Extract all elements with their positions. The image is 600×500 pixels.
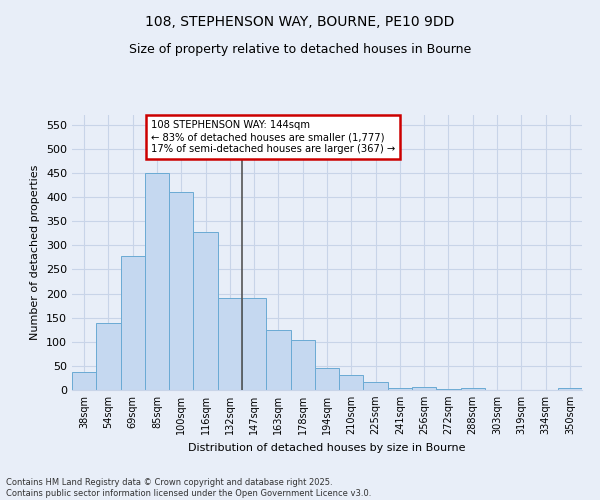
Text: Contains HM Land Registry data © Crown copyright and database right 2025.
Contai: Contains HM Land Registry data © Crown c… <box>6 478 371 498</box>
Bar <box>242 298 266 390</box>
Bar <box>218 298 242 390</box>
Bar <box>72 372 96 390</box>
Bar <box>266 330 290 390</box>
Bar <box>290 340 315 390</box>
Bar <box>96 324 121 390</box>
Text: 108, STEPHENSON WAY, BOURNE, PE10 9DD: 108, STEPHENSON WAY, BOURNE, PE10 9DD <box>145 15 455 29</box>
Text: Size of property relative to detached houses in Bourne: Size of property relative to detached ho… <box>129 42 471 56</box>
Bar <box>412 386 436 390</box>
Bar <box>436 388 461 390</box>
X-axis label: Distribution of detached houses by size in Bourne: Distribution of detached houses by size … <box>188 442 466 452</box>
Bar <box>193 232 218 390</box>
Bar <box>339 374 364 390</box>
Y-axis label: Number of detached properties: Number of detached properties <box>31 165 40 340</box>
Text: 108 STEPHENSON WAY: 144sqm
← 83% of detached houses are smaller (1,777)
17% of s: 108 STEPHENSON WAY: 144sqm ← 83% of deta… <box>151 120 395 154</box>
Bar <box>461 388 485 390</box>
Bar <box>364 382 388 390</box>
Bar <box>121 256 145 390</box>
Bar <box>145 173 169 390</box>
Bar <box>315 368 339 390</box>
Bar <box>169 192 193 390</box>
Bar <box>388 388 412 390</box>
Bar <box>558 388 582 390</box>
